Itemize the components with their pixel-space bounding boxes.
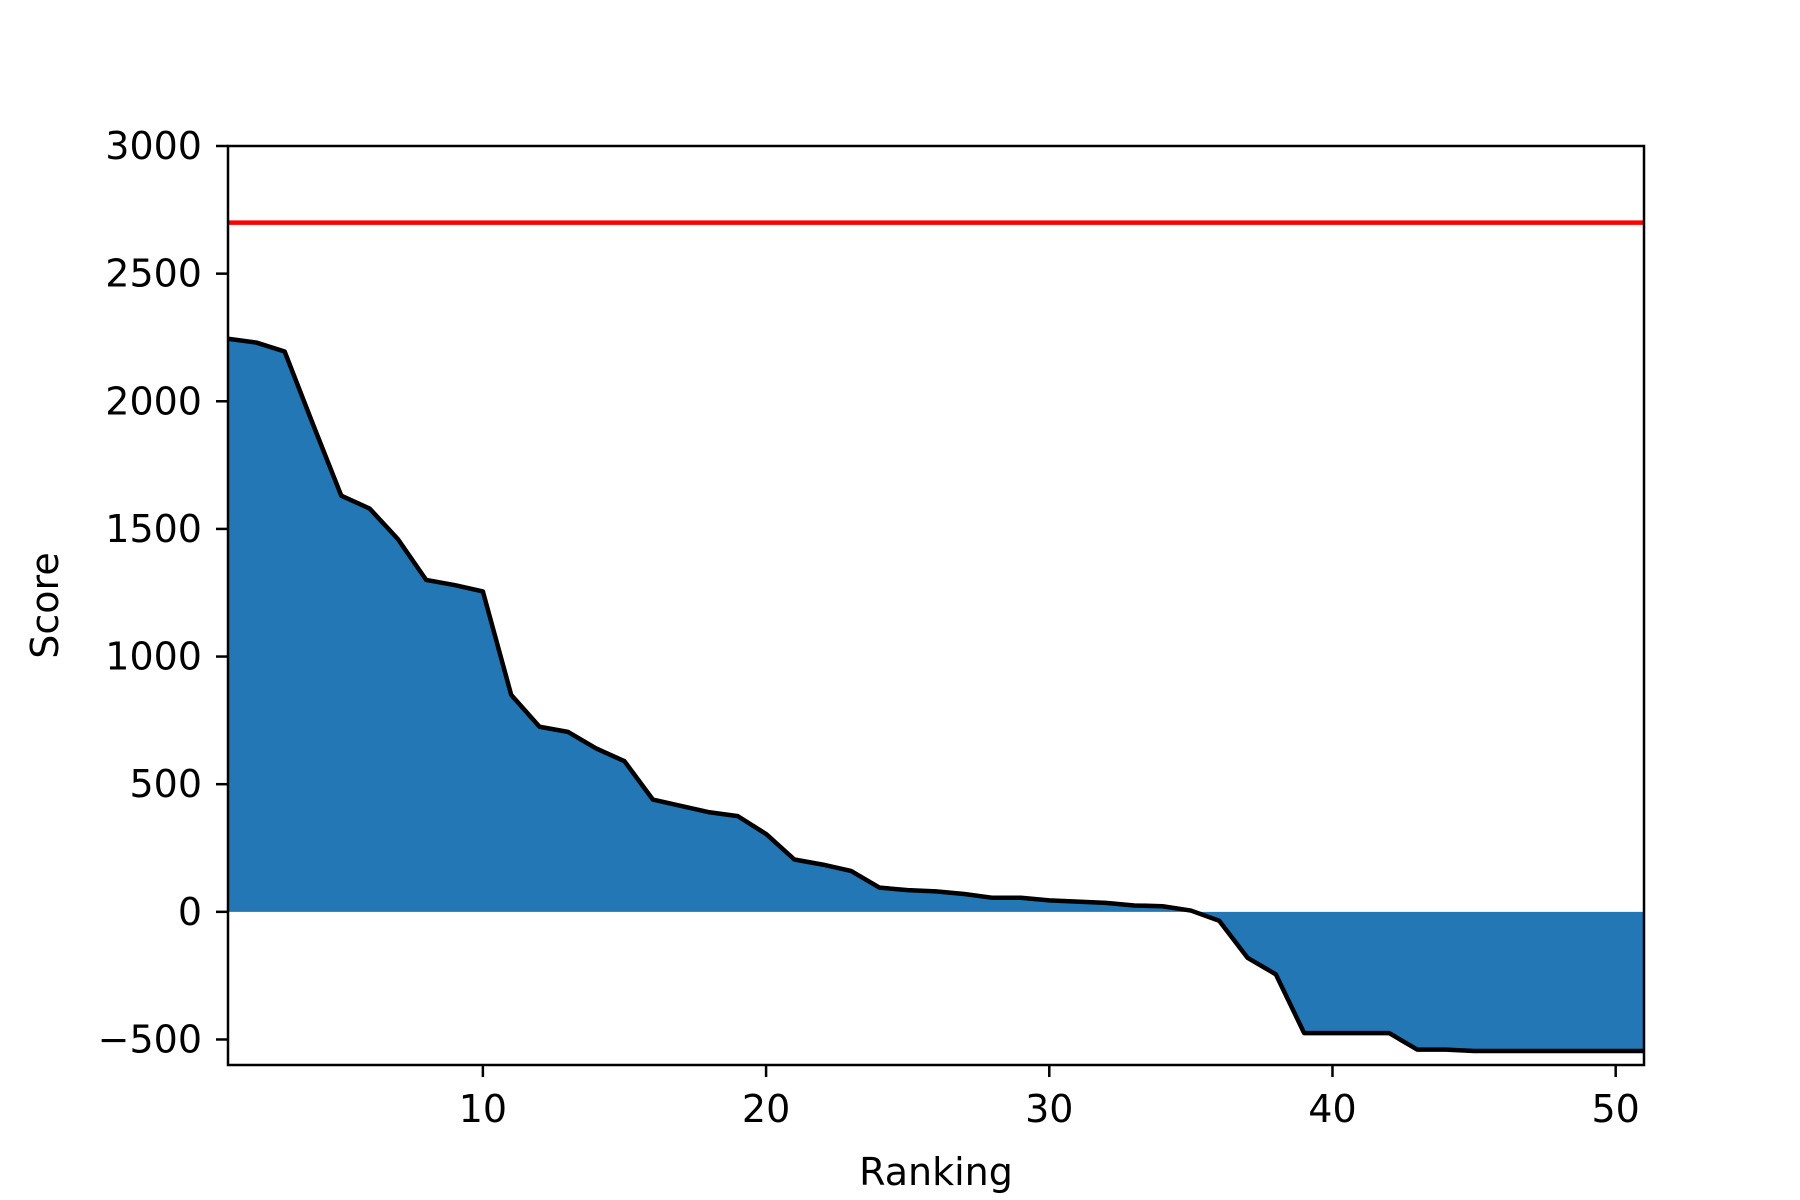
plot-area — [227, 220, 1644, 1054]
y-tick-label: 1000 — [105, 635, 202, 679]
plot-frame — [226, 144, 1646, 1067]
y-tick-label: −500 — [98, 1017, 202, 1061]
x-tick-label: 10 — [459, 1087, 507, 1131]
y-tick-label: 2000 — [105, 379, 202, 423]
x-axis-title: Ranking — [859, 1150, 1013, 1194]
x-axis: 10 20 30 40 50 — [459, 1065, 1640, 1131]
x-tick-label: 20 — [742, 1087, 790, 1131]
y-tick-label: 3000 — [105, 124, 202, 168]
x-tick-label: 40 — [1308, 1087, 1356, 1131]
y-axis-title: Score — [23, 552, 67, 658]
y-axis: −500 0 500 1000 1500 2000 2500 3000 — [98, 124, 228, 1061]
series-line — [227, 336, 1644, 1054]
y-tick-label: 0 — [178, 890, 202, 934]
x-tick-label: 30 — [1025, 1087, 1073, 1131]
x-tick-label: 50 — [1592, 1087, 1640, 1131]
y-tick-label: 1500 — [105, 507, 202, 551]
y-tick-label: 2500 — [105, 252, 202, 296]
y-tick-label: 500 — [129, 762, 202, 806]
area-fill — [228, 338, 1644, 1051]
